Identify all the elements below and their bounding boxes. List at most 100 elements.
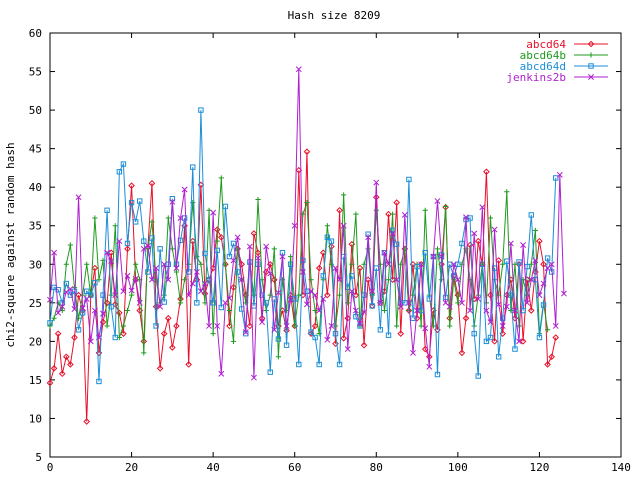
data-point	[185, 269, 192, 275]
y-tick-label: 50	[29, 104, 42, 117]
legend-marker	[588, 63, 594, 69]
data-point	[47, 320, 53, 326]
data-point	[455, 300, 461, 306]
data-point	[507, 240, 514, 247]
data-point	[226, 295, 233, 302]
data-point	[250, 230, 258, 237]
data-point	[299, 269, 306, 275]
data-point	[149, 219, 155, 225]
data-point	[226, 307, 233, 314]
data-point	[552, 322, 559, 329]
data-point	[214, 322, 221, 329]
data-point	[157, 303, 164, 310]
data-point	[84, 288, 90, 294]
data-point	[242, 329, 249, 336]
data-point	[116, 309, 123, 317]
data-point	[173, 322, 180, 330]
data-point	[279, 250, 286, 256]
data-point	[324, 336, 331, 343]
data-point	[312, 292, 319, 299]
data-point	[540, 280, 547, 287]
data-point	[528, 212, 534, 218]
x-tick-label: 120	[529, 461, 549, 474]
data-point	[340, 334, 347, 342]
data-point	[164, 314, 172, 322]
data-point	[267, 369, 273, 375]
data-point	[304, 288, 310, 294]
data-point	[471, 230, 478, 237]
data-point	[234, 269, 241, 275]
data-point	[508, 307, 514, 314]
data-point	[393, 241, 400, 247]
series-line	[49, 177, 549, 357]
data-point	[397, 330, 405, 337]
data-point	[84, 261, 90, 267]
data-point	[59, 303, 66, 310]
data-point	[315, 264, 323, 272]
data-point	[500, 315, 506, 321]
data-point	[120, 330, 127, 337]
data-point	[487, 319, 494, 326]
series-line	[49, 69, 565, 378]
data-point	[474, 237, 482, 245]
data-point	[500, 261, 506, 267]
data-point	[161, 261, 168, 268]
data-point	[372, 193, 380, 201]
data-point	[279, 253, 286, 260]
data-point	[63, 353, 70, 361]
data-point	[91, 264, 99, 272]
data-point	[295, 66, 302, 73]
data-point	[544, 361, 551, 368]
data-point	[263, 243, 270, 250]
data-point	[185, 292, 192, 299]
legend-marker	[587, 40, 595, 48]
data-point	[524, 299, 531, 306]
data-point	[446, 303, 453, 310]
data-point	[149, 276, 155, 283]
data-point	[340, 222, 347, 229]
data-point	[51, 249, 58, 256]
data-point	[92, 280, 98, 286]
data-point	[499, 322, 506, 329]
data-point	[145, 269, 151, 275]
data-point	[120, 323, 127, 329]
data-point	[393, 276, 400, 283]
data-point	[173, 265, 180, 272]
data-point	[528, 276, 535, 283]
data-point	[190, 164, 196, 170]
data-point	[58, 370, 66, 378]
data-point	[373, 265, 379, 271]
data-point	[434, 198, 441, 205]
data-point	[218, 175, 224, 181]
data-point	[181, 186, 188, 193]
data-point	[324, 234, 331, 240]
data-point	[377, 327, 384, 333]
data-point	[328, 322, 335, 329]
data-point	[450, 261, 457, 268]
data-point	[463, 214, 469, 221]
data-point	[271, 276, 278, 283]
data-point	[50, 365, 58, 372]
data-point	[198, 107, 204, 113]
data-point	[165, 215, 171, 221]
data-point	[120, 161, 127, 167]
data-point	[336, 276, 343, 283]
data-point	[144, 242, 151, 249]
data-point	[79, 305, 86, 312]
series-line	[49, 151, 557, 422]
data-point	[462, 314, 470, 322]
data-point	[475, 296, 482, 302]
data-point	[495, 301, 502, 308]
data-point	[165, 276, 172, 283]
y-tick-label: 10	[29, 412, 42, 425]
data-point	[137, 198, 143, 204]
data-point	[434, 246, 441, 252]
data-point	[230, 257, 237, 264]
data-point	[112, 334, 118, 341]
data-point	[556, 171, 563, 178]
data-point	[63, 280, 70, 287]
data-point	[418, 261, 425, 268]
data-point	[512, 346, 518, 352]
legend-marker	[588, 52, 594, 58]
